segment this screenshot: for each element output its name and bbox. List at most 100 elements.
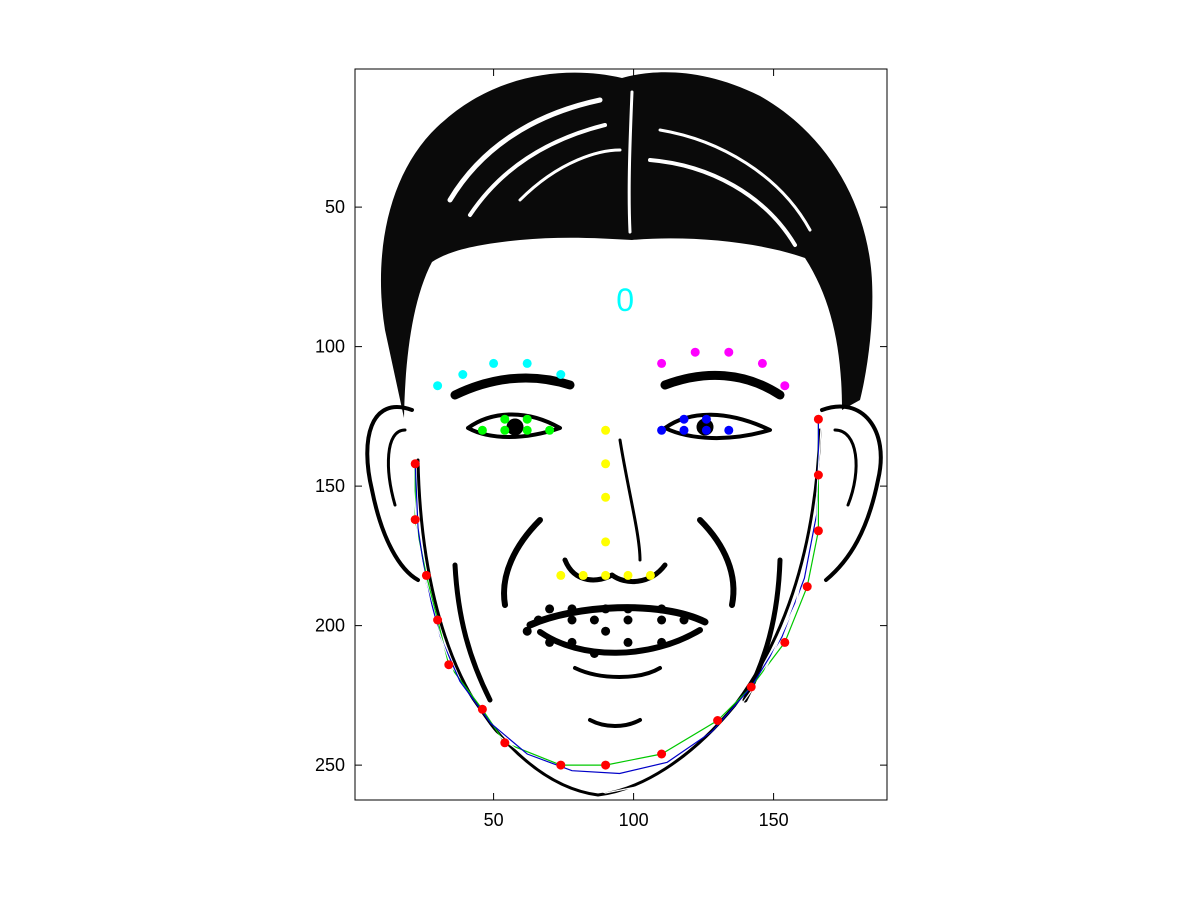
x-axis: 50 100 150 xyxy=(484,69,789,830)
landmark-point-2-3 xyxy=(522,414,532,424)
landmark-point-5-12 xyxy=(601,626,611,636)
landmark-point-6-2 xyxy=(421,570,431,580)
right-ear xyxy=(820,404,883,582)
mouth-bottom xyxy=(537,627,703,656)
landmark-point-6-15 xyxy=(813,470,823,480)
left-ear xyxy=(365,405,420,582)
left-jaw-shadow xyxy=(452,562,493,703)
point-layer xyxy=(410,347,823,770)
landmark-point-1-4 xyxy=(780,381,790,391)
contour-curve-2 xyxy=(411,424,822,794)
left-eye xyxy=(466,412,562,439)
landmark-point-2-0 xyxy=(477,425,487,435)
landmark-point-6-6 xyxy=(500,738,510,748)
landmark-point-5-4 xyxy=(657,604,667,614)
landmark-point-6-13 xyxy=(802,582,812,592)
landmark-point-5-10 xyxy=(679,615,689,625)
left-eyebrow xyxy=(450,373,575,400)
right-eyebrow xyxy=(660,370,785,400)
landmark-point-3-1 xyxy=(679,414,689,424)
landmark-point-6-14 xyxy=(813,526,823,536)
chin-dimple xyxy=(588,718,642,728)
landmark-point-4-3 xyxy=(601,537,611,547)
landmark-point-0-0 xyxy=(433,381,443,391)
landmark-point-5-15 xyxy=(623,637,633,647)
landmark-point-6-3 xyxy=(433,615,443,625)
hair xyxy=(380,72,873,419)
landmark-point-6-8 xyxy=(601,760,611,770)
y-tick-label: 100 xyxy=(315,337,345,357)
y-tick-label: 200 xyxy=(315,616,345,636)
left-ear-inner xyxy=(386,428,407,507)
landmark-point-2-4 xyxy=(522,425,532,435)
landmark-point-5-14 xyxy=(567,637,577,647)
hair-strand xyxy=(648,158,797,247)
plot-area: 0 xyxy=(354,68,888,801)
landmark-point-4-0 xyxy=(601,425,611,435)
landmark-point-3-3 xyxy=(701,414,711,424)
landmark-point-2-5 xyxy=(545,425,555,435)
face-illustration xyxy=(365,72,883,797)
landmark-point-6-4 xyxy=(444,660,454,670)
landmark-point-6-0 xyxy=(410,459,420,469)
y-tick-label: 150 xyxy=(315,476,345,496)
landmark-point-1-3 xyxy=(757,358,767,368)
landmark-point-2-2 xyxy=(500,425,510,435)
landmark-point-4-2 xyxy=(601,492,611,502)
landmark-point-5-5 xyxy=(533,615,543,625)
hair-strand xyxy=(468,123,607,217)
landmark-point-5-0 xyxy=(545,604,555,614)
landmark-point-0-1 xyxy=(458,370,468,379)
landmark-point-5-11 xyxy=(522,626,532,636)
landmark-point-4-4 xyxy=(556,570,566,580)
landmark-point-5-8 xyxy=(623,615,633,625)
lower-lip xyxy=(573,666,662,679)
hair-strand xyxy=(447,97,603,203)
landmark-point-3-4 xyxy=(701,425,711,435)
mouth-top xyxy=(526,604,709,629)
landmark-point-3-5 xyxy=(724,425,734,435)
landmark-point-6-9 xyxy=(657,749,667,759)
landmark-point-0-4 xyxy=(556,370,566,379)
landmark-point-4-7 xyxy=(623,570,633,580)
frame-index-label: 0 xyxy=(616,282,634,318)
landmark-point-5-7 xyxy=(589,615,599,625)
landmark-point-5-1 xyxy=(567,604,577,614)
y-axis: 50 100 150 200 250 xyxy=(315,197,887,775)
right-cheek-line xyxy=(697,517,737,608)
landmark-point-5-3 xyxy=(623,604,633,614)
landmark-point-5-13 xyxy=(545,637,555,647)
face-outline xyxy=(416,428,822,797)
landmark-point-5-16 xyxy=(657,637,667,647)
landmark-point-6-16 xyxy=(813,414,823,424)
landmark-point-6-10 xyxy=(713,716,723,725)
right-eye xyxy=(663,412,772,441)
landmark-point-5-9 xyxy=(657,615,667,625)
hair-strand xyxy=(518,148,622,202)
landmark-point-3-0 xyxy=(657,425,667,435)
landmark-point-0-2 xyxy=(489,358,499,368)
annotation-layer: 0 xyxy=(616,282,634,318)
landmark-point-6-7 xyxy=(556,760,566,770)
landmark-point-5-6 xyxy=(567,615,577,625)
landmark-point-1-1 xyxy=(690,347,700,357)
landmark-point-6-11 xyxy=(746,682,756,692)
landmark-point-1-0 xyxy=(657,358,667,368)
y-tick-label: 250 xyxy=(315,755,345,775)
landmark-point-4-6 xyxy=(601,570,611,580)
x-tick-label: 150 xyxy=(759,810,789,830)
y-tick-label: 50 xyxy=(325,197,345,217)
landmark-point-4-8 xyxy=(645,570,655,580)
landmark-point-2-1 xyxy=(500,414,510,424)
hair-part xyxy=(627,90,634,234)
x-tick-label: 50 xyxy=(484,810,504,830)
landmark-point-4-1 xyxy=(601,459,611,469)
nose-bridge xyxy=(618,438,642,562)
landmark-point-6-1 xyxy=(410,515,420,525)
landmark-point-3-2 xyxy=(679,425,689,435)
landmark-point-6-12 xyxy=(780,637,790,647)
landmark-point-5-17 xyxy=(589,649,599,658)
axes-frame xyxy=(354,68,888,801)
landmark-point-6-5 xyxy=(477,704,487,714)
